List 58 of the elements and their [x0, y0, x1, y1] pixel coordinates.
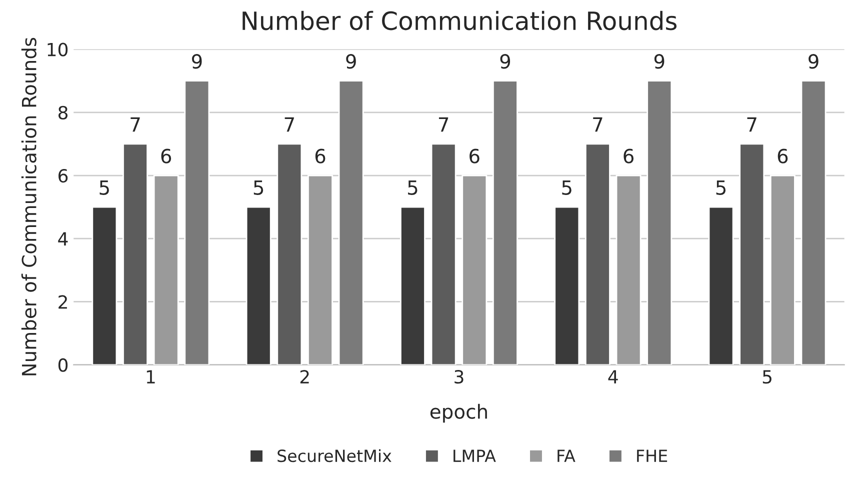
bar: [122, 143, 148, 365]
bar: [770, 174, 796, 365]
y-tick-label: 8: [58, 106, 68, 120]
data-label: 9: [808, 54, 818, 69]
bar: [800, 80, 826, 365]
bar: [708, 206, 734, 365]
data-label: 9: [500, 54, 510, 69]
data-label: 9: [346, 54, 356, 69]
data-label: 7: [747, 117, 756, 132]
data-label: 6: [624, 148, 634, 164]
bar: [338, 80, 364, 365]
data-label: 9: [192, 54, 202, 69]
data-label: 6: [778, 148, 788, 164]
x-tick-label: 3: [454, 370, 464, 384]
data-label: 9: [654, 54, 664, 69]
bar: [492, 80, 518, 365]
bar: [430, 143, 456, 365]
data-label: 6: [315, 148, 326, 164]
bar: [646, 80, 672, 365]
bar: [308, 174, 333, 365]
bar: [739, 143, 765, 365]
data-label: 6: [161, 148, 172, 164]
data-label: 5: [408, 180, 418, 195]
data-label: 7: [130, 117, 140, 132]
data-label: 5: [562, 180, 572, 195]
data-label: 6: [470, 148, 480, 164]
bar: [92, 206, 118, 365]
y-tick-label: 6: [58, 168, 68, 183]
legend-label: FA: [558, 450, 576, 462]
bar: [246, 206, 272, 365]
bar: [462, 174, 488, 365]
bar: [276, 143, 302, 365]
x-tick-label: 4: [608, 370, 618, 384]
data-label: 5: [100, 180, 109, 195]
bar: [616, 174, 642, 365]
y-tick-label: 4: [58, 232, 68, 246]
y-tick-label: 10: [48, 42, 68, 56]
x-tick-label: 2: [300, 370, 309, 384]
bar: [400, 206, 426, 365]
data-label: 5: [254, 180, 264, 195]
data-label: 5: [716, 180, 726, 195]
chart-title: Number of Communication Rounds: [242, 10, 677, 30]
y-axis-title: Number of Communication Rounds: [21, 38, 36, 376]
data-label: 7: [284, 117, 294, 132]
y-tick-label: 0: [58, 358, 68, 372]
data-label: 7: [593, 117, 602, 132]
y-tick-label: 2: [58, 295, 67, 309]
legend-label: SecureNetMix: [278, 449, 392, 462]
bar: [554, 206, 580, 365]
bar: [153, 174, 179, 365]
legend-label: LMPA: [454, 450, 496, 462]
legend-label: FHE: [637, 450, 668, 462]
data-label: 7: [438, 117, 448, 132]
bar: [584, 143, 610, 365]
x-tick-label: 5: [762, 370, 772, 384]
x-axis-title: epoch: [430, 404, 487, 423]
bar: [184, 80, 210, 365]
x-tick-label: 1: [146, 370, 155, 384]
